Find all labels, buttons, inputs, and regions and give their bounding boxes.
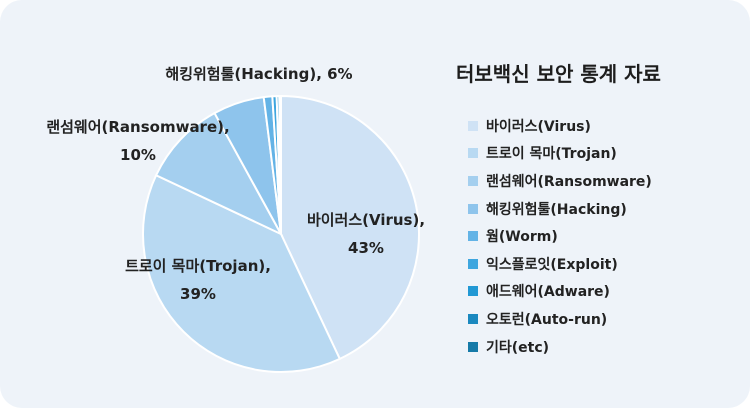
legend-item-7: 오토런(Auto-run) xyxy=(468,305,652,333)
legend-label-8: 기타(etc) xyxy=(486,339,550,356)
pie-slice-8 xyxy=(279,94,282,235)
data-label-trojan-pct: 39% xyxy=(180,285,216,303)
data-label-ransomware-pct: 10% xyxy=(120,146,156,164)
legend-swatch-3 xyxy=(468,203,478,214)
legend-label-7: 오토런(Auto-run) xyxy=(486,311,608,328)
data-label-virus-name: 바이러스(Virus), xyxy=(306,211,426,229)
legend-swatch-4 xyxy=(468,231,478,242)
data-label-hacking-text: 해킹위험툴(Hacking), 6% xyxy=(165,65,353,83)
data-label-virus: 바이러스(Virus), 43% xyxy=(298,209,434,259)
legend-swatch-2 xyxy=(468,175,478,186)
legend-swatch-7 xyxy=(468,313,478,324)
legend-item-8: 기타(etc) xyxy=(468,333,652,361)
legend-swatch-0 xyxy=(468,120,478,131)
legend-label-5: 익스플로잇(Exploit) xyxy=(486,256,618,273)
legend-item-1: 트로이 목마(Trojan) xyxy=(468,140,652,168)
legend-swatch-8 xyxy=(468,341,478,352)
legend-item-4: 웜(Worm) xyxy=(468,222,652,250)
pie-slice-1 xyxy=(142,173,342,373)
legend-item-6: 애드웨어(Adware) xyxy=(468,278,652,306)
legend-label-6: 애드웨어(Adware) xyxy=(486,284,610,301)
data-label-trojan-name: 트로이 목마(Trojan), xyxy=(125,257,271,275)
legend-label-2: 랜섬웨어(Ransomware) xyxy=(486,173,652,190)
legend-label-1: 트로이 목마(Trojan) xyxy=(486,146,617,163)
data-label-hacking: 해킹위험툴(Hacking), 6% xyxy=(154,63,364,85)
data-label-ransomware: 랜섬웨어(Ransomware), 10% xyxy=(40,116,236,166)
legend-swatch-5 xyxy=(468,258,478,269)
legend-title: 터보백신 보안 통계 자료 xyxy=(456,62,661,86)
legend-label-0: 바이러스(Virus) xyxy=(486,118,591,135)
legend-swatch-6 xyxy=(468,286,478,297)
legend-item-3: 해킹위험툴(Hacking) xyxy=(468,195,652,223)
legend-label-4: 웜(Worm) xyxy=(486,229,558,246)
legend-item-0: 바이러스(Virus) xyxy=(468,112,652,140)
data-label-trojan: 트로이 목마(Trojan), 39% xyxy=(113,255,283,305)
legend-item-2: 랜섬웨어(Ransomware) xyxy=(468,167,652,195)
pie-slice-2 xyxy=(154,111,284,237)
legend-label-3: 해킹위험툴(Hacking) xyxy=(486,201,627,218)
legend-item-5: 익스플로잇(Exploit) xyxy=(468,250,652,278)
pie-slice-0 xyxy=(280,94,420,361)
legend-swatch-1 xyxy=(468,148,478,159)
data-label-virus-pct: 43% xyxy=(348,239,384,257)
legend: 바이러스(Virus) 트로이 목마(Trojan) 랜섬웨어(Ransomware… xyxy=(468,112,652,360)
data-label-ransomware-name: 랜섬웨어(Ransomware), xyxy=(46,118,230,136)
